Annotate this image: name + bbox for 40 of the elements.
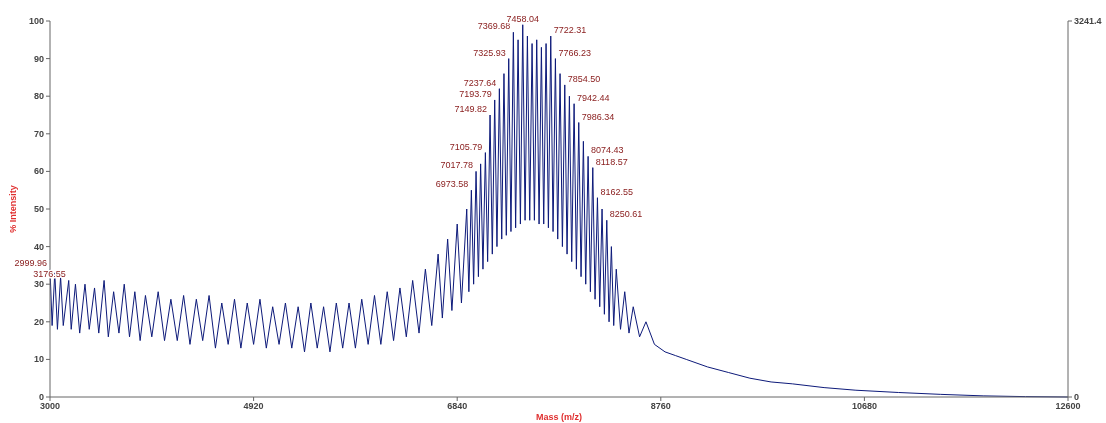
annotation: 7369.68: [477, 21, 511, 32]
annotation: 8074.43: [591, 145, 624, 156]
annotation: 8118.57: [595, 156, 628, 167]
y-tick-label: 90: [33, 53, 44, 64]
y-tick-label: 20: [33, 316, 44, 327]
y2-tick-label: 0: [1074, 392, 1080, 402]
annotation: 6973.58: [435, 179, 469, 190]
annotation: 7149.82: [454, 104, 488, 114]
annotation: 7017.78: [440, 160, 474, 171]
annotation: 7722.31: [553, 25, 587, 36]
y-tick-label: 60: [33, 166, 44, 177]
y-tick-label: 100: [28, 16, 44, 26]
annotation: 7237.64: [463, 77, 497, 88]
x-tick-label: 3000: [39, 401, 61, 411]
x-axis-title: Mass (m/z): [535, 412, 583, 422]
annotation: 8250.61: [609, 209, 643, 220]
x-tick-label: 4920: [243, 401, 264, 411]
annotation: 7942.44: [577, 92, 610, 103]
y-tick-label: 40: [33, 241, 44, 252]
annotation: 7766.23: [558, 47, 591, 58]
y-tick-label: 30: [33, 279, 44, 290]
y-tick-label: 10: [33, 354, 44, 365]
x-tick-label: 12600: [1055, 401, 1081, 411]
annotation: 8162.55: [600, 186, 633, 197]
annotation: 7193.79: [459, 88, 492, 99]
y2-tick-label: 3241.4: [1074, 16, 1102, 26]
annotation: 7458.04: [506, 13, 540, 24]
y-tick-label: 50: [33, 204, 44, 214]
annotation: 7105.79: [449, 141, 483, 152]
annotation: 2999.96: [14, 258, 47, 269]
y-tick-label: 80: [33, 91, 44, 102]
x-tick-label: 6840: [447, 401, 468, 411]
y-tick-label: 0: [38, 392, 44, 402]
x-tick-label: 10680: [851, 401, 877, 411]
annotation: 7325.93: [473, 47, 506, 58]
y-tick-label: 70: [33, 128, 44, 139]
annotation: 7854.50: [567, 73, 601, 84]
x-tick-label: 8760: [650, 401, 671, 411]
y-axis-title: % Intensity: [8, 185, 18, 233]
annotation: 7986.34: [581, 111, 615, 122]
